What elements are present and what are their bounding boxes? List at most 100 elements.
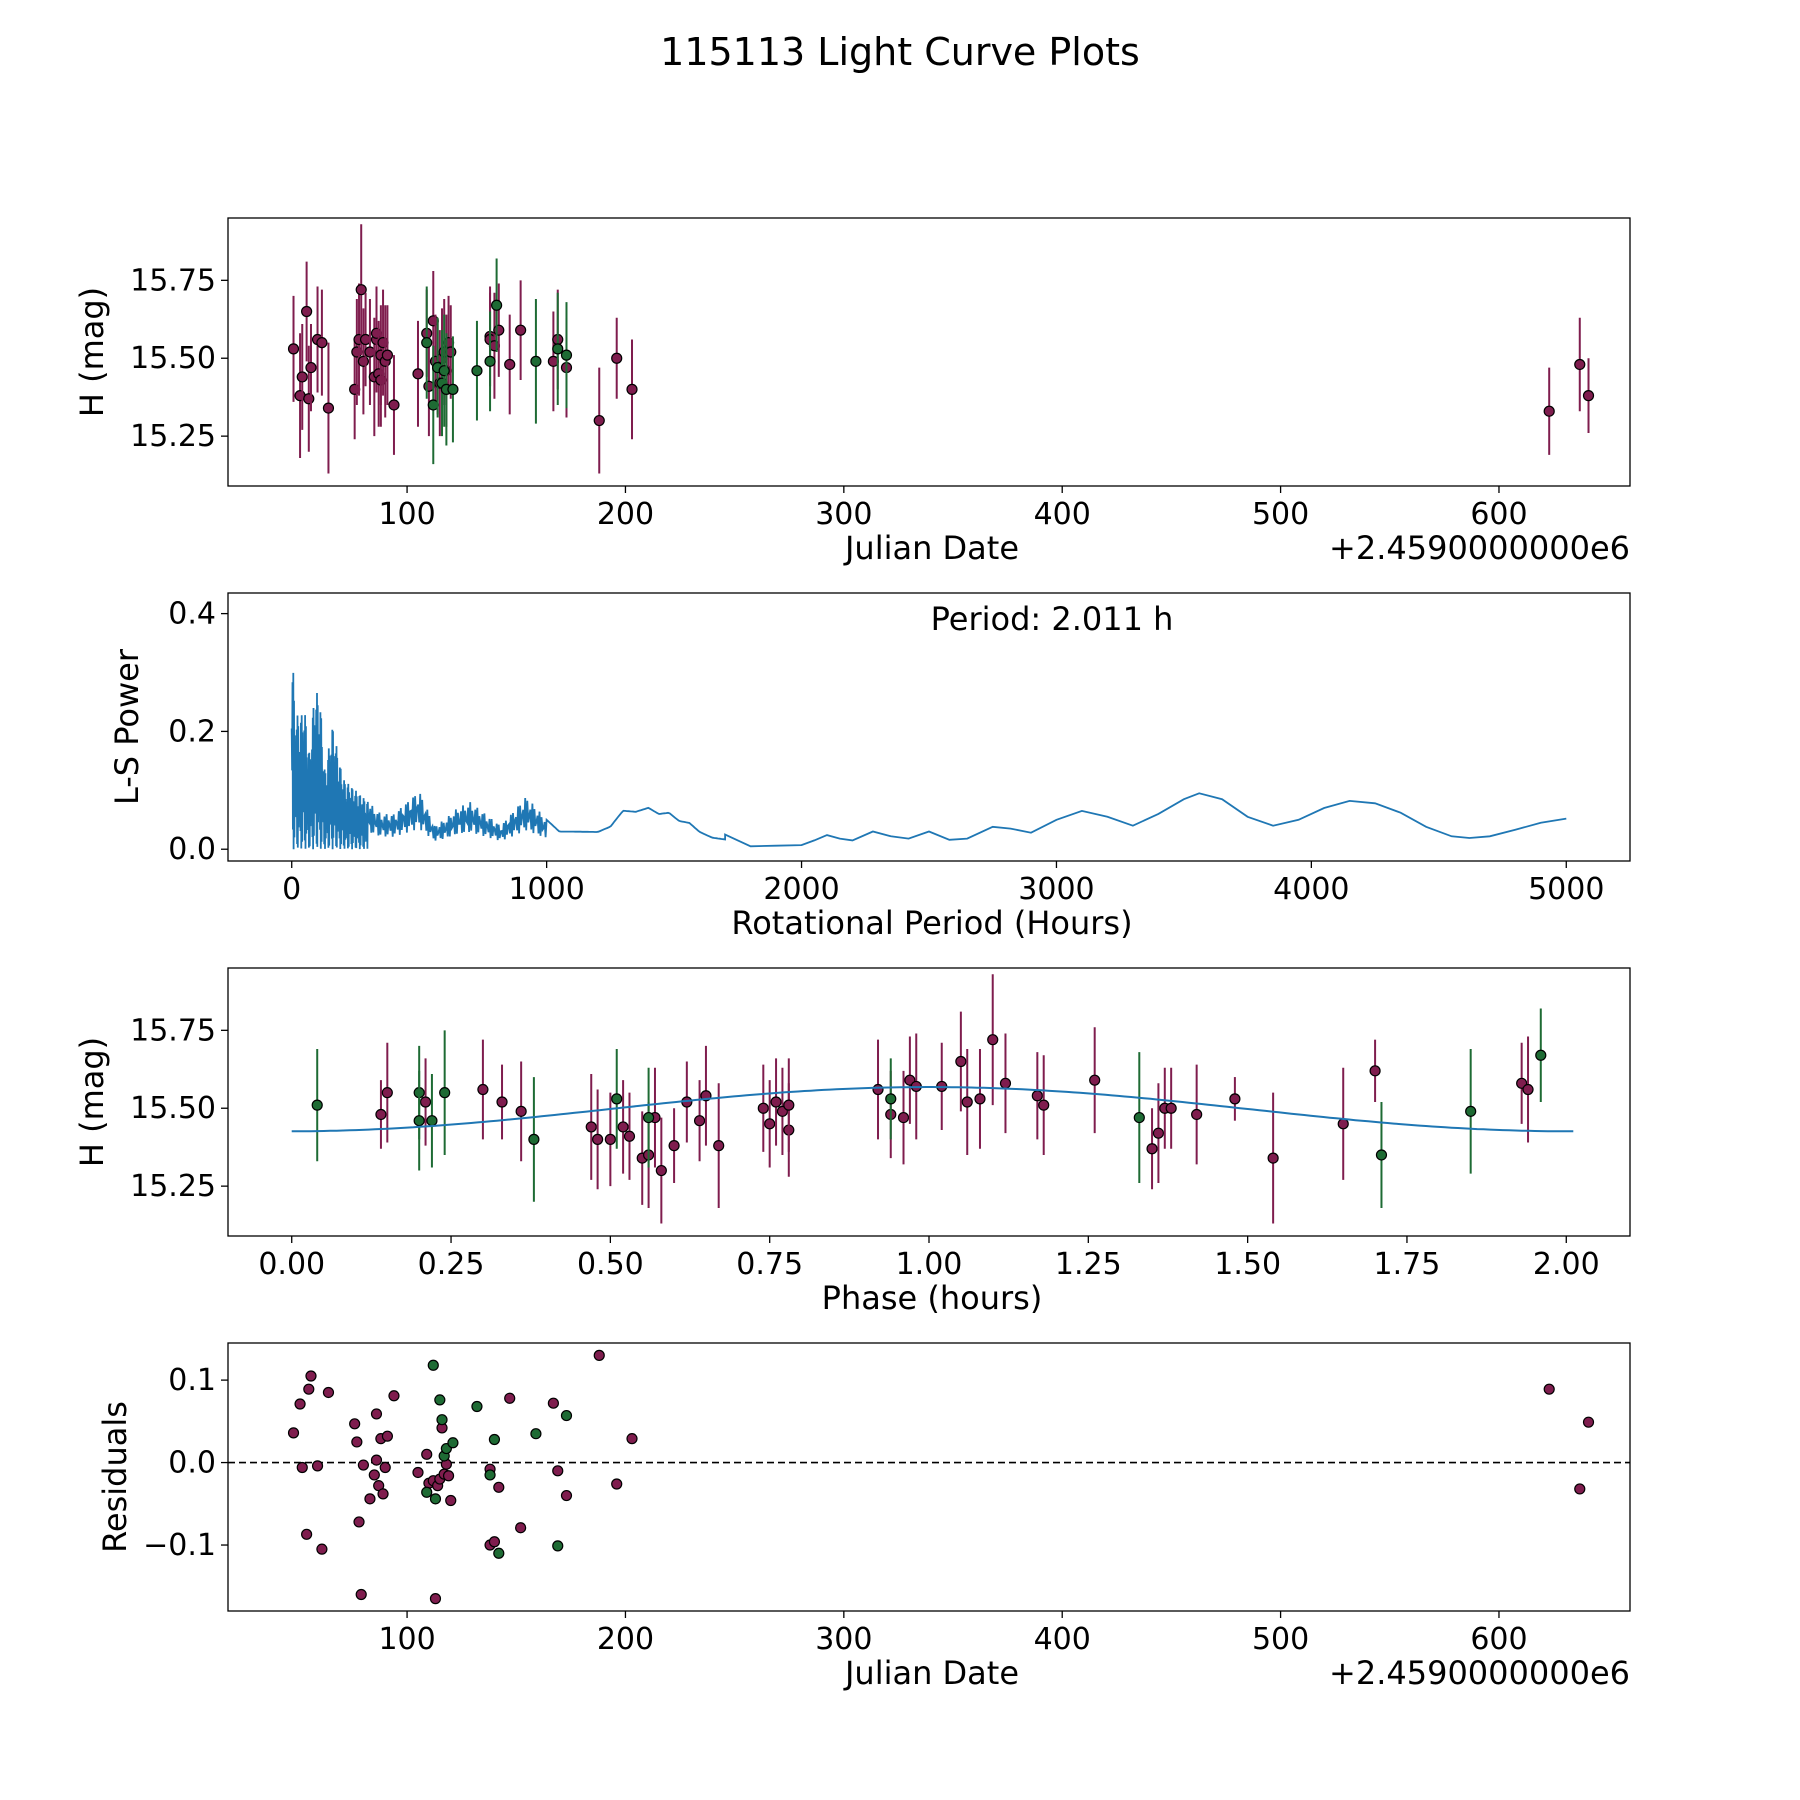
- data-point: [353, 1516, 365, 1528]
- data-point: [287, 343, 300, 355]
- data-point: [438, 365, 450, 377]
- data-point: [491, 299, 503, 311]
- x-axis-label: Rotational Period (Hours): [731, 904, 1132, 942]
- data-point: [1089, 1074, 1101, 1086]
- data-point: [987, 1034, 999, 1046]
- data-point: [974, 1093, 986, 1105]
- data-point: [493, 1481, 505, 1493]
- data-point: [379, 1461, 391, 1474]
- periodogram-panel: 0 1000 2000 3000 4000 5000 0.0 0.2 0.4 Rotational…: [108, 592, 1631, 942]
- plot-frame: [227, 592, 1631, 862]
- data-point: [488, 1536, 501, 1548]
- data-point: [1465, 1105, 1477, 1117]
- data-point: [322, 1386, 335, 1399]
- data-point: [1582, 1416, 1595, 1428]
- y-tick-label: 15.50: [130, 341, 216, 376]
- data-point: [439, 1087, 451, 1099]
- x-tick-label: 200: [597, 497, 654, 532]
- x-tick-label: 1.00: [896, 1247, 963, 1282]
- phased-light-curve-panel: 0.00 0.25 0.50 0.75 1.00 1.25 1.50 1.75 2.00 15.2…: [73, 967, 1631, 1317]
- data-point: [528, 1133, 540, 1145]
- data-point: [447, 383, 459, 395]
- data-point: [1133, 1111, 1145, 1124]
- data-point: [496, 1096, 508, 1108]
- x-tick-label: 0.75: [736, 1247, 803, 1282]
- data-point: [547, 1397, 559, 1409]
- data-point: [447, 1437, 459, 1449]
- data-point: [301, 1528, 313, 1540]
- period-annotation: Period: 2.011 h: [931, 600, 1174, 638]
- data-point: [617, 1121, 629, 1133]
- data-point: [426, 1115, 438, 1127]
- data-point: [1369, 1065, 1381, 1077]
- series-g-band: [421, 258, 573, 465]
- data-point: [623, 1130, 636, 1142]
- periodogram-line: [290, 672, 1567, 850]
- data-point: [770, 1096, 782, 1108]
- data-point: [1038, 1099, 1050, 1111]
- data-point: [294, 1398, 306, 1410]
- data-point: [322, 402, 335, 414]
- y-tick-label: −0.1: [143, 1528, 216, 1563]
- data-point: [560, 1489, 573, 1502]
- y-tick-label: 0.0: [168, 1446, 216, 1481]
- data-point: [515, 1105, 527, 1117]
- series-g-band: [421, 1359, 573, 1559]
- data-point: [429, 1593, 442, 1605]
- x-tick-label: 2000: [763, 872, 839, 907]
- x-tick-label: 400: [1034, 1622, 1091, 1657]
- data-point: [357, 355, 369, 367]
- data-point: [1543, 1383, 1555, 1395]
- data-point: [626, 383, 638, 395]
- x-tick-label: 0: [282, 872, 301, 907]
- series-r-band: [287, 224, 1595, 474]
- data-point: [552, 343, 564, 355]
- data-point: [1375, 1149, 1388, 1161]
- y-axis-label: L-S Power: [108, 648, 146, 805]
- data-point: [421, 1448, 433, 1460]
- data-point: [493, 324, 505, 336]
- x-offset-text: +2.4590000000e6: [1329, 1654, 1630, 1692]
- data-point: [560, 1409, 573, 1422]
- y-axis-label: H (mag): [73, 287, 111, 417]
- x-tick-label: 0.50: [577, 1247, 644, 1282]
- data-point: [305, 1370, 317, 1382]
- data-point: [530, 355, 542, 367]
- data-point: [311, 1099, 323, 1111]
- data-point: [757, 1102, 769, 1114]
- x-axis-label: Julian Date: [843, 1654, 1019, 1692]
- data-point: [419, 1096, 432, 1108]
- data-point: [370, 1454, 383, 1466]
- data-point: [493, 1547, 505, 1559]
- data-point: [552, 1540, 564, 1552]
- data-point: [1152, 1127, 1165, 1139]
- data-point: [604, 1133, 616, 1145]
- x-tick-label: 300: [815, 1622, 872, 1657]
- data-point: [1146, 1143, 1158, 1155]
- data-point: [1543, 405, 1555, 417]
- data-point: [1165, 1102, 1177, 1114]
- data-point: [364, 1493, 376, 1505]
- sine-fit-line: [291, 1086, 1574, 1133]
- x-tick-label: 500: [1252, 1622, 1309, 1657]
- y-tick-label: 0.0: [168, 832, 216, 867]
- x-tick-label: 0.25: [418, 1247, 485, 1282]
- data-point: [668, 1140, 680, 1152]
- data-point: [305, 361, 317, 374]
- x-tick-label: 5000: [1528, 872, 1604, 907]
- data-point: [713, 1140, 725, 1152]
- y-tick-label: 15.25: [130, 419, 216, 454]
- data-point: [413, 1115, 425, 1127]
- x-offset-text: +2.4590000000e6: [1329, 529, 1630, 567]
- data-point: [560, 349, 573, 361]
- data-point: [436, 1414, 448, 1426]
- data-point: [1574, 358, 1586, 371]
- plot-frame: [227, 967, 1631, 1237]
- data-point: [388, 1390, 400, 1402]
- x-axis-label: Julian Date: [843, 529, 1019, 567]
- data-point: [1031, 1090, 1043, 1102]
- x-tick-label: 600: [1470, 1622, 1527, 1657]
- x-tick-label: 100: [378, 497, 435, 532]
- y-axis-label: H (mag): [73, 1037, 111, 1167]
- data-point: [1267, 1152, 1279, 1164]
